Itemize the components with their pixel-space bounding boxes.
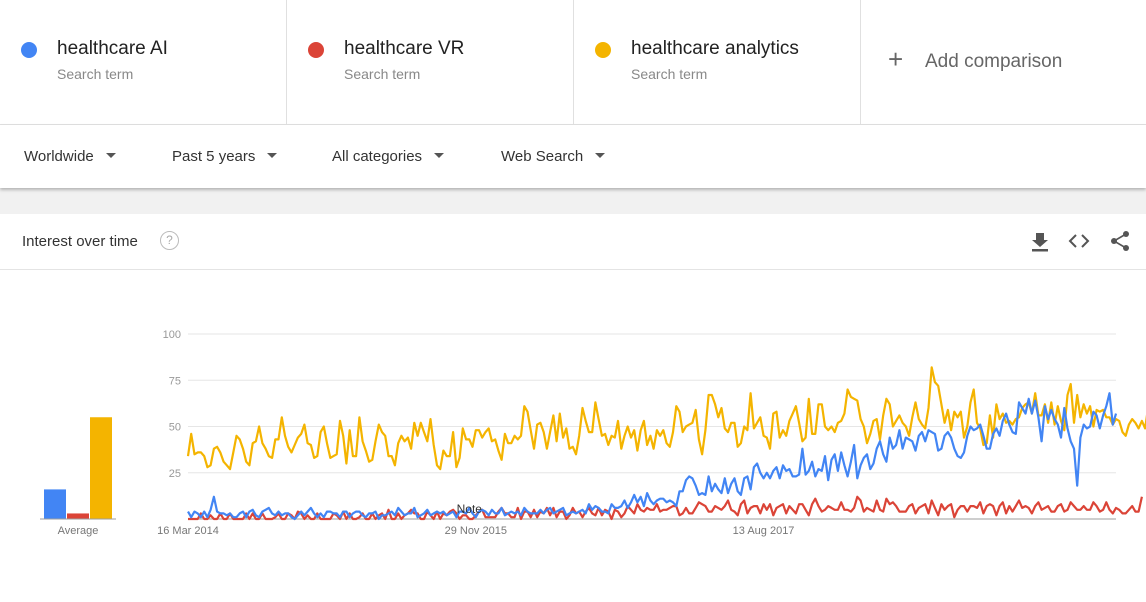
filter-bar: Worldwide Past 5 years All categories We…	[0, 125, 1146, 188]
term-name[interactable]: healthcare analytics	[631, 38, 799, 59]
series-line-healthcare-vr	[188, 495, 1143, 521]
x-tick-label: 29 Nov 2015	[445, 525, 507, 537]
term-type: Search term	[344, 66, 421, 82]
region-value: Worldwide	[24, 148, 94, 165]
region-dropdown[interactable]: Worldwide	[24, 148, 116, 165]
y-tick-label: 75	[169, 375, 181, 387]
y-tick-label: 100	[163, 329, 181, 341]
plus-icon: +	[888, 44, 904, 74]
x-tick-label: 13 Aug 2017	[733, 525, 795, 537]
time-range-value: Past 5 years	[172, 148, 256, 165]
average-bar	[90, 417, 112, 519]
average-label: Average	[58, 525, 99, 537]
category-value: All categories	[332, 148, 423, 165]
y-tick-label: 50	[169, 422, 181, 434]
series-line-healthcare-analytics	[186, 366, 1146, 471]
term-name[interactable]: healthcare AI	[57, 38, 168, 59]
caret-down-icon	[595, 152, 606, 158]
search-terms-bar: healthcare AI Search term healthcare VR …	[0, 0, 1146, 125]
help-icon[interactable]: ?	[160, 231, 179, 250]
x-tick-label: 16 Mar 2014	[157, 525, 219, 537]
embed-icon[interactable]	[1068, 230, 1090, 252]
y-tick-label: 25	[169, 468, 181, 480]
download-icon[interactable]	[1030, 230, 1050, 252]
share-icon[interactable]	[1109, 230, 1131, 252]
term-type: Search term	[57, 66, 134, 82]
add-comparison-button[interactable]: + Add comparison	[861, 0, 1146, 124]
category-dropdown[interactable]: All categories	[332, 148, 445, 165]
average-bar	[44, 489, 66, 519]
series-color-dot	[21, 42, 37, 58]
term-card-healthcare-analytics[interactable]: healthcare analytics Search term	[574, 0, 861, 124]
term-name[interactable]: healthcare VR	[344, 38, 465, 59]
note-marker: Note	[457, 502, 483, 516]
term-type: Search term	[631, 66, 708, 82]
caret-down-icon	[267, 152, 278, 158]
search-type-value: Web Search	[501, 148, 584, 165]
series-line-healthcare-ai	[187, 392, 1118, 521]
add-comparison-label[interactable]: Add comparison	[925, 51, 1063, 72]
card-header: Interest over time ?	[0, 214, 1146, 270]
average-bar	[67, 513, 89, 519]
time-range-dropdown[interactable]: Past 5 years	[172, 148, 278, 165]
interest-over-time-card: Interest over time ? 25 50 75 100 16 Mar 201…	[0, 214, 1146, 602]
caret-down-icon	[105, 152, 116, 158]
term-card-healthcare-vr[interactable]: healthcare VR Search term	[287, 0, 574, 124]
card-title: Interest over time	[22, 233, 138, 250]
caret-down-icon	[434, 152, 445, 158]
interest-chart[interactable]: 25 50 75 100 16 Mar 2014 29 Nov 2015 13 Aug 20…	[0, 269, 1146, 602]
search-type-dropdown[interactable]: Web Search	[501, 148, 606, 165]
series-color-dot	[308, 42, 324, 58]
term-card-healthcare-ai[interactable]: healthcare AI Search term	[0, 0, 287, 124]
series-color-dot	[595, 42, 611, 58]
